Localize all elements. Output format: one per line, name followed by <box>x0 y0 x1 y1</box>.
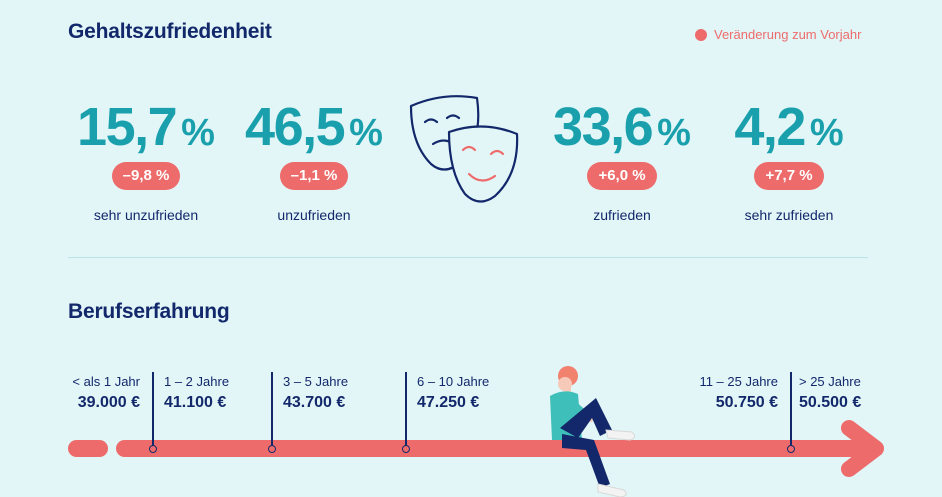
stat-value: 4,2% <box>734 97 844 157</box>
stat-unsatisfied: 46,5% –1,1 % unzufrieden <box>234 98 394 223</box>
experience-salary: 43.700 € <box>283 394 346 411</box>
experience-item: < als 1 Jahr 39.000 € <box>50 374 140 412</box>
stat-very-satisfied: 4,2% +7,7 % sehr zufrieden <box>709 98 869 223</box>
experience-item: 11 – 25 Jahre 50.750 € <box>678 374 778 412</box>
stat-label: sehr unzufrieden <box>93 207 199 223</box>
stat-label: sehr zufrieden <box>744 207 834 223</box>
timeline-tick <box>790 372 792 446</box>
legend-label: Veränderung zum Vorjahr <box>714 27 862 42</box>
arrow-timeline <box>68 420 884 477</box>
change-badge: –1,1 % <box>279 162 349 190</box>
experience-salary: 50.500 € <box>799 394 862 411</box>
experience-title: Berufserfahrung <box>68 300 230 323</box>
timeline-tick <box>152 372 154 446</box>
timeline-node <box>787 445 795 453</box>
experience-years: > 25 Jahre <box>799 374 861 389</box>
experience-years: 11 – 25 Jahre <box>699 374 778 389</box>
theater-masks-icon <box>409 95 519 203</box>
timeline-node <box>402 445 410 453</box>
stat-very-unsatisfied: 15,7% –9,8 % sehr unzufrieden <box>66 98 226 223</box>
section-divider <box>68 257 868 258</box>
stat-label: zufrieden <box>593 207 651 223</box>
salary-title: Gehaltszufriedenheit <box>68 20 272 43</box>
stat-satisfied: 33,6% +6,0 % zufrieden <box>542 98 702 223</box>
change-badge: +7,7 % <box>754 162 824 190</box>
timeline-node <box>268 445 276 453</box>
legend: Veränderung zum Vorjahr <box>695 27 861 42</box>
change-badge: +6,0 % <box>587 162 657 190</box>
experience-salary: 41.100 € <box>164 394 227 411</box>
experience-salary: 50.750 € <box>715 394 778 411</box>
timeline-tick <box>271 372 273 446</box>
experience-salary: 47.250 € <box>417 394 480 411</box>
change-badge: –9,8 % <box>111 162 181 190</box>
experience-item: > 25 Jahre 50.500 € <box>799 374 861 412</box>
timeline-node <box>149 445 157 453</box>
stat-value: 15,7% <box>77 97 215 157</box>
experience-years: 3 – 5 Jahre <box>283 374 349 389</box>
legend-dot-icon <box>695 28 707 41</box>
timeline-tick <box>405 372 407 446</box>
experience-salary: 39.000 € <box>77 394 140 411</box>
experience-years: 1 – 2 Jahre <box>164 374 230 389</box>
experience-years: 6 – 10 Jahre <box>417 374 490 389</box>
stat-value: 33,6% <box>553 97 691 157</box>
stat-label: unzufrieden <box>277 207 351 223</box>
stat-value: 46,5% <box>245 97 383 157</box>
experience-item: 3 – 5 Jahre 43.700 € <box>283 374 348 412</box>
experience-years: < als 1 Jahr <box>72 374 140 389</box>
experience-item: 1 – 2 Jahre 41.100 € <box>164 374 229 412</box>
experience-item: 6 – 10 Jahre 47.250 € <box>417 374 489 412</box>
sitting-person-illustration <box>550 366 636 497</box>
